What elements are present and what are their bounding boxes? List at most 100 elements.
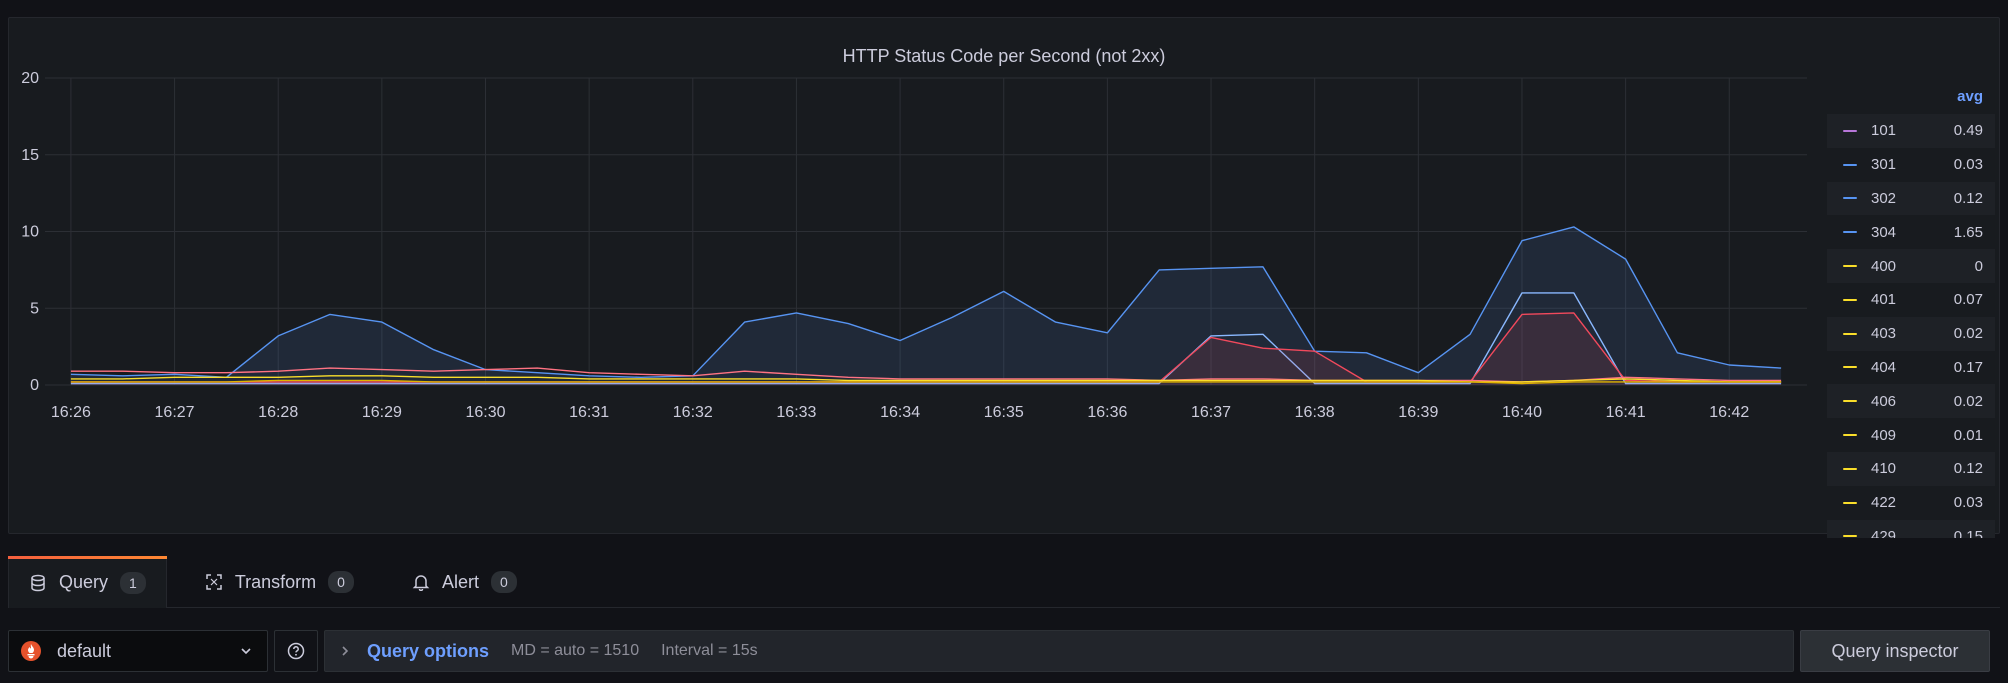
legend-avg-value: 0.17: [1953, 358, 1983, 376]
legend-item[interactable]: 409 0.01: [1827, 418, 1995, 452]
y-tick-label: 5: [30, 300, 39, 317]
tab-transform-label: Transform: [234, 571, 317, 592]
legend-avg-value: 0.01: [1953, 426, 1983, 444]
editor-tabs: Query 1 Transform 0 Alert 0: [8, 556, 2000, 608]
legend-avg-value: 0.15: [1953, 527, 1983, 538]
legend-item[interactable]: 302 0.12: [1827, 181, 1995, 216]
y-tick-label: 0: [30, 377, 39, 394]
x-tick-label: 16:27: [155, 404, 195, 421]
legend-swatch: [1843, 501, 1857, 504]
legend-series-name: 302: [1871, 189, 1897, 207]
x-tick-label: 16:34: [880, 404, 920, 421]
series-line-302: [70, 292, 1782, 385]
tab-alert[interactable]: Alert 0: [392, 556, 537, 608]
legend-series-name: 406: [1871, 392, 1897, 410]
legend-swatch: [1843, 163, 1857, 166]
legend-swatch: [1843, 332, 1857, 335]
legend-swatch: [1843, 434, 1857, 437]
legend-avg-value: 0.49: [1953, 122, 1983, 140]
legend-item[interactable]: 401 0.07: [1827, 283, 1995, 317]
legend-avg-value: 0: [1974, 257, 1983, 275]
legend-series-name: 404: [1871, 358, 1897, 376]
legend-item[interactable]: 429 0.15: [1827, 519, 1995, 538]
x-tick-label: 16:30: [465, 404, 505, 421]
x-tick-label: 16:40: [1502, 404, 1542, 421]
query-options-toggle[interactable]: Query options MD = auto = 1510 Interval …: [324, 630, 1794, 672]
tab-transform[interactable]: Transform 0: [185, 556, 374, 608]
tab-transform-count: 0: [328, 571, 354, 593]
chevron-right-icon: [342, 646, 349, 656]
x-tick-label: 16:33: [776, 404, 816, 421]
legend-item[interactable]: 304 1.65: [1827, 215, 1995, 249]
legend-series-name: 410: [1871, 460, 1897, 478]
y-tick-label: 10: [21, 224, 39, 241]
x-tick-label: 16:31: [569, 404, 609, 421]
legend-swatch: [1843, 298, 1857, 301]
datasource-picker[interactable]: default: [8, 630, 268, 672]
y-tick-label: 15: [21, 147, 39, 164]
x-tick-label: 16:39: [1398, 404, 1438, 421]
x-tick-label: 16:28: [258, 404, 298, 421]
prometheus-logo-icon: [21, 641, 41, 661]
series-line-404: [70, 367, 1782, 383]
interval-value: Interval = 15s: [661, 642, 758, 659]
legend-swatch: [1843, 366, 1857, 369]
legend-avg-value: 0.03: [1953, 156, 1983, 174]
database-icon: [31, 574, 45, 591]
legend-item[interactable]: 410 0.12: [1827, 451, 1995, 486]
legend-series-name: 409: [1871, 426, 1897, 444]
x-tick-label: 16:38: [1295, 404, 1335, 421]
x-tick-label: 16:41: [1606, 404, 1646, 421]
legend-item[interactable]: 406 0.02: [1827, 384, 1995, 419]
legend-item[interactable]: 301 0.03: [1827, 148, 1995, 182]
legend-header-avg[interactable]: avg: [1957, 87, 1983, 105]
help-button[interactable]: [274, 630, 318, 672]
tab-query-label: Query: [59, 572, 109, 592]
legend-series-name: 304: [1871, 223, 1897, 241]
legend-avg-value: 1.65: [1953, 223, 1983, 241]
tab-alert-count: 0: [490, 571, 517, 593]
series-line-410: [70, 379, 1782, 385]
tab-query-count: 1: [120, 571, 146, 594]
legend-swatch: [1843, 400, 1857, 403]
legend-item[interactable]: 404 0.17: [1827, 351, 1995, 385]
x-tick-label: 16:32: [673, 404, 713, 421]
legend-series-name: 101: [1871, 122, 1897, 140]
legend-avg-value: 0.03: [1953, 494, 1983, 512]
series-area-304: [70, 226, 1782, 385]
legend-avg-value: 0.12: [1953, 189, 1983, 207]
legend-item[interactable]: 400 0: [1827, 249, 1995, 283]
x-tick-label: 16:37: [1191, 404, 1231, 421]
legend-avg-value: 0.02: [1953, 325, 1983, 343]
legend-series-name: 403: [1871, 325, 1897, 343]
legend-swatch: [1843, 129, 1857, 132]
legend-series-name: 400: [1871, 257, 1897, 275]
x-tick-label: 16:35: [984, 404, 1024, 421]
legend-swatch: [1843, 467, 1857, 470]
series-line-401: [70, 375, 1782, 383]
legend-avg-value: 0.12: [1953, 460, 1983, 478]
legend-series-name: 401: [1871, 291, 1897, 309]
max-data-points: MD = auto = 1510: [511, 642, 640, 659]
question-circle-icon: [287, 642, 305, 660]
x-tick-label: 16:26: [51, 404, 91, 421]
transform-icon: [206, 574, 222, 590]
legend-avg-value: 0.02: [1953, 392, 1983, 410]
legend-swatch: [1843, 265, 1857, 268]
x-tick-label: 16:42: [1709, 404, 1749, 421]
query-options-label: Query options: [367, 640, 490, 661]
query-bar: default Query options MD = auto = 1510 I…: [8, 630, 2000, 672]
legend-swatch: [1843, 231, 1857, 234]
series-line-304: [70, 226, 1782, 378]
legend-item[interactable]: 422 0.03: [1827, 486, 1995, 520]
x-tick-label: 16:29: [362, 404, 402, 421]
tab-alert-label: Alert: [441, 571, 479, 592]
legend-item[interactable]: 101 0.49: [1827, 114, 1995, 148]
legend-item[interactable]: 403 0.02: [1827, 316, 1995, 351]
legend-series-name: 422: [1871, 494, 1897, 512]
panel-title[interactable]: HTTP Status Code per Second (not 2xx): [842, 46, 1166, 66]
datasource-name: default: [57, 640, 112, 661]
tab-query[interactable]: Query 1: [8, 556, 167, 608]
query-inspector-button[interactable]: Query inspector: [1800, 630, 1990, 672]
bell-icon: [412, 575, 430, 591]
